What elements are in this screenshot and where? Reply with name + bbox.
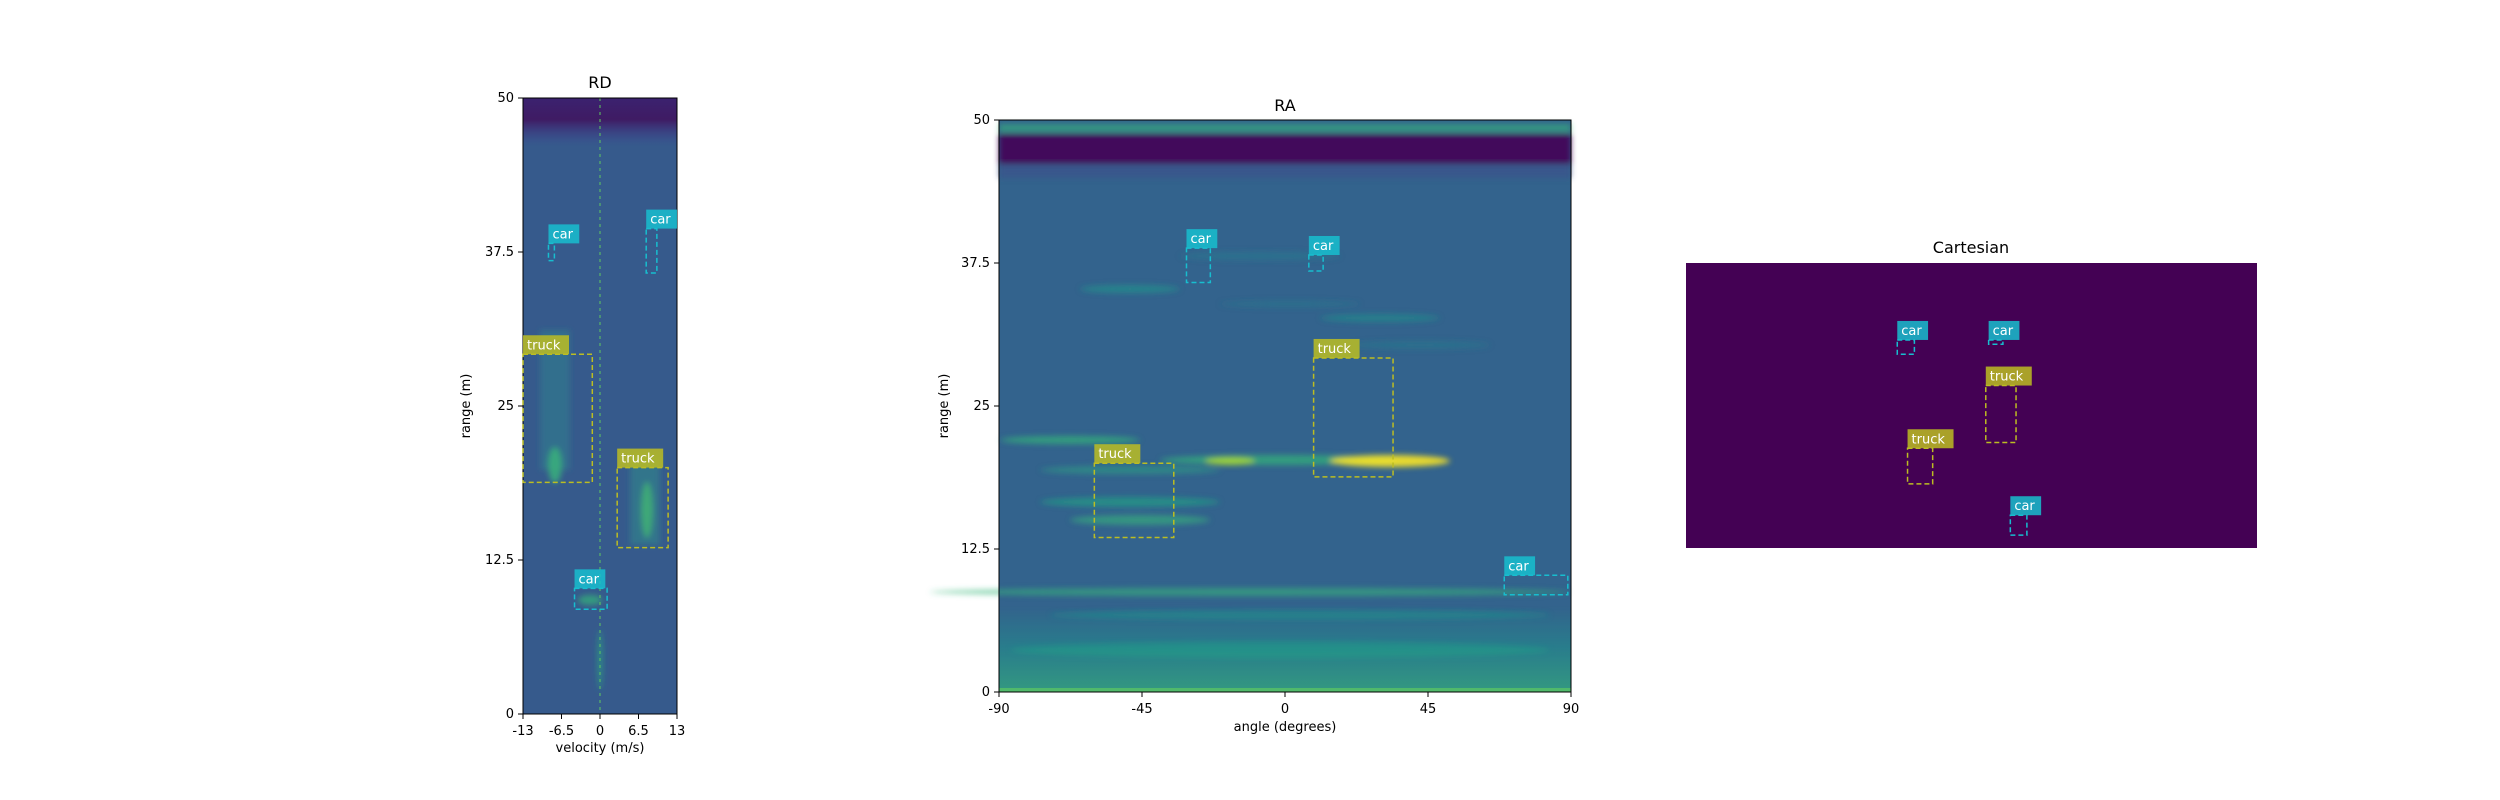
rd-car-label-bg [548, 224, 580, 244]
rd-ytick-label: 12.5 [485, 553, 514, 568]
ra-truck-label-bg [1094, 444, 1141, 464]
rd-title: RD [588, 73, 611, 92]
cartesian-panel: Cartesian car car truck truck car [1686, 238, 2257, 548]
cartesian-truck-box [1985, 384, 2017, 444]
cartesian-car-label-bg [1988, 320, 2020, 340]
ra-xtick-label: -45 [1131, 702, 1152, 717]
rd-panel: RD -13 -6.5 0 6.5 13 [459, 73, 685, 756]
rd-xtick-label: 13 [669, 724, 686, 739]
ra-x-axis: -90 -45 0 45 90 angle (degrees) [988, 692, 1579, 735]
cartesian-car-label: car [2014, 499, 2035, 514]
rd-ytick-label: 25 [497, 399, 514, 414]
rd-xtick-label: 6.5 [628, 724, 649, 739]
ra-heatmap [930, 119, 1572, 693]
ra-car-label-bg [1186, 229, 1218, 249]
rd-xtick-label: -6.5 [549, 724, 574, 739]
cartesian-detections: car car truck truck car [1896, 320, 2042, 536]
ra-panel: RA [930, 96, 1579, 735]
ra-truck-box [1312, 357, 1394, 478]
cartesian-title: Cartesian [1933, 238, 2009, 257]
ra-detections: car car truck truck car [1093, 229, 1569, 596]
ra-truck-box [1093, 462, 1175, 539]
ra-xtick-label: 90 [1563, 702, 1580, 717]
ra-title: RA [1274, 96, 1295, 115]
ra-ytick-label: 12.5 [961, 542, 990, 557]
ra-car-label: car [1313, 239, 1334, 254]
cartesian-heatmap [1686, 263, 2257, 548]
rd-car-box [645, 227, 658, 274]
ra-x-axis-label: angle (degrees) [1234, 720, 1337, 735]
rd-ytick-label: 0 [506, 707, 514, 722]
rd-car-label: car [650, 213, 671, 228]
ra-car-label-bg [1308, 235, 1340, 255]
rd-x-axis: -13 -6.5 0 6.5 13 velocity (m/s) [512, 714, 685, 756]
rd-car-label: car [579, 572, 600, 587]
ra-truck-label: truck [1098, 447, 1132, 462]
rd-y-axis: 0 12.5 25 37.5 50 range (m) [459, 91, 523, 722]
cartesian-car-label-bg [2010, 496, 2042, 516]
ra-ytick-label: 50 [973, 113, 990, 128]
rd-truck-label: truck [621, 452, 655, 467]
rd-y-axis-label: range (m) [459, 374, 474, 439]
cartesian-car-label: car [1993, 324, 2014, 339]
cartesian-car-label-bg [1897, 320, 1929, 340]
ra-xtick-label: 45 [1420, 702, 1437, 717]
ra-car-label-bg [1504, 556, 1536, 576]
ra-truck-label: truck [1318, 342, 1352, 357]
rd-heatmap [522, 97, 678, 715]
cartesian-car-box [1987, 339, 2004, 345]
rd-car-label-bg [646, 209, 677, 229]
ra-y-axis-label: range (m) [937, 374, 952, 439]
rd-truck-label-bg [523, 335, 569, 355]
rd-xtick-label: -13 [512, 724, 533, 739]
rd-car-label-bg [574, 569, 606, 589]
ra-car-label: car [1508, 559, 1529, 574]
ra-ytick-label: 37.5 [961, 256, 990, 271]
ra-y-axis: 0 12.5 25 37.5 50 range (m) [937, 113, 999, 700]
rd-ytick-label: 37.5 [485, 245, 514, 260]
cartesian-truck-label: truck [1912, 432, 1946, 447]
rd-detections: car car truck truck car [522, 209, 677, 611]
cartesian-car-label: car [1901, 324, 1922, 339]
ra-car-box [1308, 254, 1324, 272]
rd-xtick-label: 0 [596, 724, 604, 739]
ra-xtick-label: 0 [1281, 702, 1289, 717]
rd-x-axis-label: velocity (m/s) [556, 741, 645, 756]
cartesian-truck-label: truck [1990, 370, 2024, 385]
rd-car-label: car [552, 227, 573, 242]
rd-ytick-label: 50 [497, 91, 514, 106]
cartesian-truck-label-bg [1907, 429, 1954, 449]
cartesian-truck-label-bg [1985, 366, 2032, 386]
ra-xtick-label: -90 [988, 702, 1009, 717]
ra-truck-label-bg [1313, 338, 1360, 358]
ra-car-box [1503, 574, 1569, 596]
ra-ytick-label: 0 [982, 685, 990, 700]
ra-car-label: car [1190, 232, 1211, 247]
ra-ytick-label: 25 [973, 399, 990, 414]
rd-truck-label-bg [617, 448, 664, 468]
rd-truck-label: truck [527, 338, 561, 353]
